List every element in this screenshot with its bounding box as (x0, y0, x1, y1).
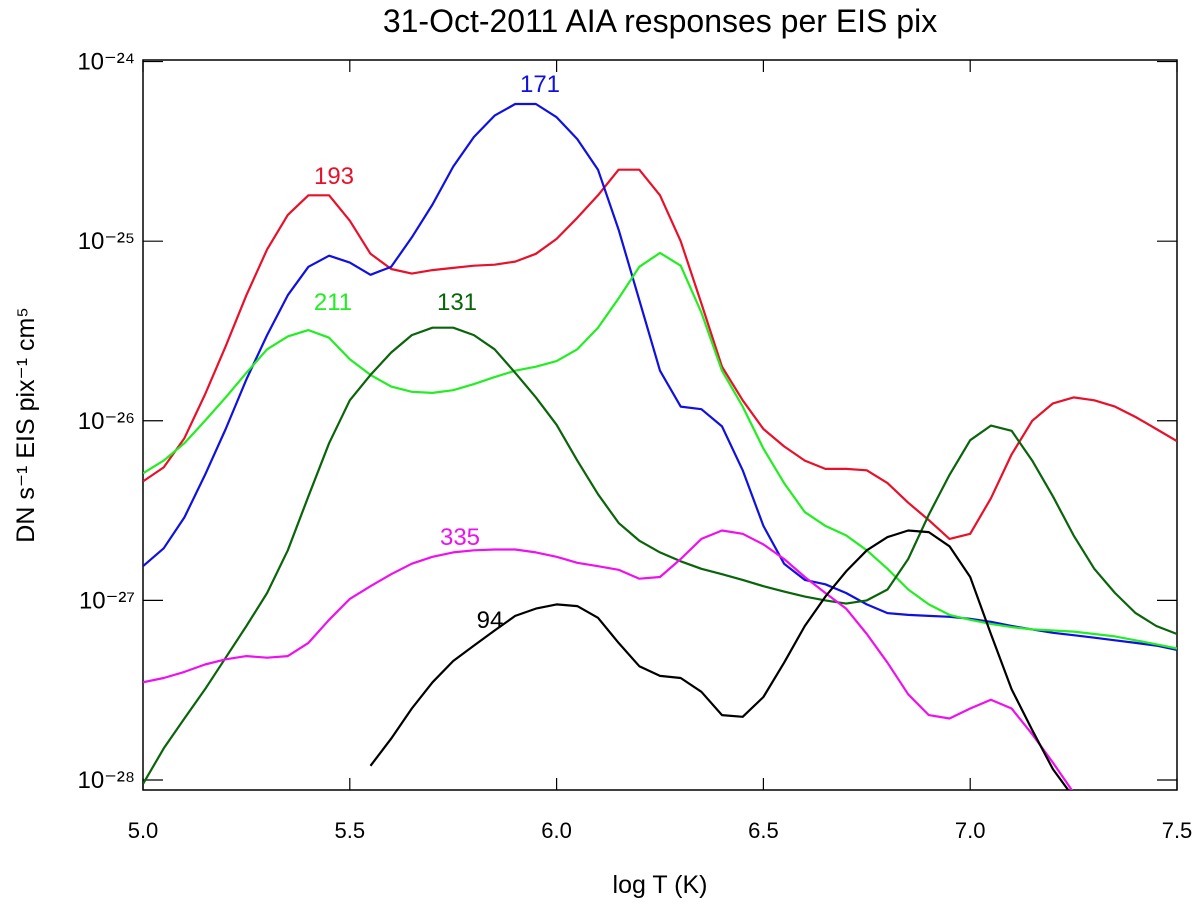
x-tick-label: 6.5 (748, 818, 779, 843)
x-tick-label: 6.0 (541, 818, 572, 843)
series-line (369, 529, 1070, 790)
plot-area (143, 102, 1177, 790)
y-tick-label: 10⁻²⁷ (79, 587, 135, 614)
chart-title: 31-Oct-2011 AIA responses per EIS pix (383, 3, 937, 39)
y-axis-label: DN s⁻¹ EIS pix⁻¹ cm⁵ (12, 307, 40, 542)
x-tick-label: 7.0 (955, 818, 986, 843)
y-tick-label: 10⁻²⁸ (78, 767, 135, 794)
x-axis-label: log T (K) (613, 871, 708, 899)
series-label: 193 (314, 163, 354, 190)
series-line (143, 168, 1177, 540)
series-label: 335 (440, 524, 480, 551)
y-tick-label: 10⁻²⁴ (77, 49, 135, 76)
series-label: 171 (520, 71, 560, 98)
y-tick-label: 10⁻²⁵ (78, 228, 135, 255)
y-tick-label: 10⁻²⁶ (78, 408, 135, 435)
series-line (143, 529, 1074, 790)
x-tick-label: 7.5 (1162, 818, 1193, 843)
series-line (143, 102, 1177, 651)
series-label: 211 (314, 289, 352, 316)
x-tick-label: 5.5 (335, 818, 366, 843)
series-label: 131 (437, 289, 477, 316)
x-tick-label: 5.0 (128, 818, 159, 843)
series-label: 94 (477, 607, 504, 634)
series-line (143, 251, 1177, 650)
series-line (143, 326, 1177, 785)
plot-frame (142, 59, 1178, 791)
